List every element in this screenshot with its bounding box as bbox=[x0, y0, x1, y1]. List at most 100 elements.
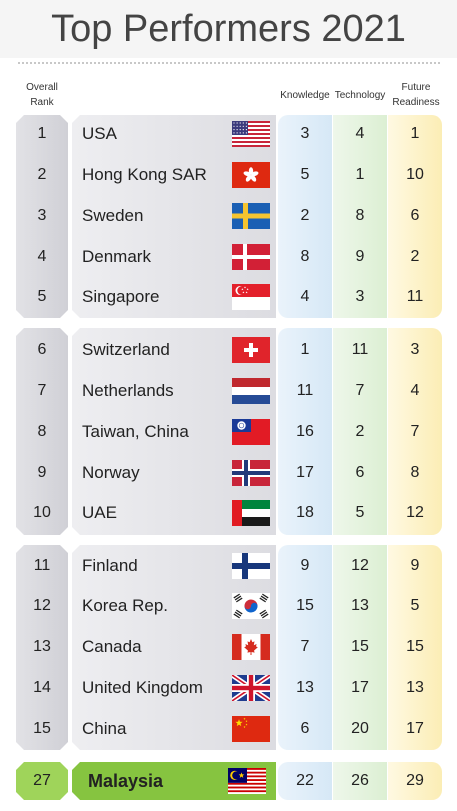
row-13-overall-rank: 13 bbox=[33, 638, 51, 655]
row-7-technology-rank: 7 bbox=[355, 382, 365, 399]
row-11-technology-rank: 12 bbox=[351, 557, 369, 574]
row-14-knowledge-rank: 13 bbox=[296, 679, 314, 696]
row-1-overall-rank: 1 bbox=[37, 125, 47, 142]
row-14-overall-rank: 14 bbox=[33, 679, 51, 696]
highlight-overall-rank: 27 bbox=[33, 772, 51, 789]
row-7-future-readiness-rank: 4 bbox=[410, 382, 420, 399]
highlight-technology-panel bbox=[333, 762, 387, 800]
row-10-country-name: UAE bbox=[82, 503, 117, 522]
finland-flag-icon bbox=[232, 553, 270, 579]
group-1-knowledge-column-panel bbox=[278, 115, 332, 318]
row-2-knowledge-rank: 5 bbox=[300, 166, 310, 183]
overall-rank-header: Overall Rank bbox=[16, 80, 68, 110]
row-4-future-readiness-rank: 2 bbox=[410, 248, 420, 265]
row-3-technology-rank: 8 bbox=[355, 207, 365, 224]
malaysia-flag-icon bbox=[228, 768, 266, 794]
hong-kong-flag-icon bbox=[232, 162, 270, 188]
row-15-knowledge-rank: 6 bbox=[300, 720, 310, 737]
row-13-future-readiness-rank: 15 bbox=[406, 638, 424, 655]
china-flag-icon bbox=[232, 716, 270, 742]
row-1-country-name: USA bbox=[82, 124, 117, 143]
row-4-technology-rank: 9 bbox=[355, 248, 365, 265]
highlight-future-readiness-panel bbox=[388, 762, 442, 800]
switzerland-flag-icon bbox=[232, 337, 270, 363]
row-8-knowledge-rank: 16 bbox=[296, 423, 314, 440]
row-2-country-name: Hong Kong SAR bbox=[82, 165, 207, 184]
row-1-technology-rank: 4 bbox=[355, 125, 365, 142]
row-5-future-readiness-rank: 11 bbox=[406, 288, 424, 305]
row-10-technology-rank: 5 bbox=[355, 504, 365, 521]
row-10-knowledge-rank: 18 bbox=[296, 504, 314, 521]
group-2-rank-column-panel bbox=[16, 328, 68, 535]
row-8-technology-rank: 2 bbox=[355, 423, 365, 440]
taiwan-flag-icon bbox=[232, 419, 270, 445]
group-1-rank-column-panel bbox=[16, 115, 68, 318]
row-7-knowledge-rank: 11 bbox=[296, 382, 314, 399]
row-4-country-name: Denmark bbox=[82, 247, 151, 266]
row-3-knowledge-rank: 2 bbox=[300, 207, 310, 224]
row-9-overall-rank: 9 bbox=[37, 464, 47, 481]
row-5-overall-rank: 5 bbox=[37, 288, 47, 305]
row-2-technology-rank: 1 bbox=[355, 166, 365, 183]
group-3-knowledge-column-panel bbox=[278, 545, 332, 750]
netherlands-flag-icon bbox=[232, 378, 270, 404]
uk-flag-icon bbox=[232, 675, 270, 701]
row-6-future-readiness-rank: 3 bbox=[410, 341, 420, 358]
row-15-country-name: China bbox=[82, 719, 127, 738]
row-14-country-name: United Kingdom bbox=[82, 678, 203, 697]
row-15-future-readiness-rank: 17 bbox=[406, 720, 424, 737]
overall-rank-header-line1: Overall bbox=[26, 82, 58, 93]
future-readiness-header-line1: Future bbox=[401, 82, 431, 93]
row-12-knowledge-rank: 15 bbox=[296, 597, 314, 614]
highlight-rank-panel bbox=[16, 762, 68, 800]
canada-flag-icon bbox=[232, 634, 270, 660]
row-15-technology-rank: 20 bbox=[351, 720, 369, 737]
row-9-future-readiness-rank: 8 bbox=[410, 464, 420, 481]
row-7-overall-rank: 7 bbox=[37, 382, 47, 399]
row-11-future-readiness-rank: 9 bbox=[410, 557, 420, 574]
row-6-country-name: Switzerland bbox=[82, 340, 170, 359]
row-11-knowledge-rank: 9 bbox=[300, 557, 310, 574]
row-13-technology-rank: 15 bbox=[351, 638, 369, 655]
overall-rank-header-line2: Rank bbox=[30, 97, 54, 108]
technology-header: Technology bbox=[334, 90, 386, 101]
highlight-knowledge-panel bbox=[278, 762, 332, 800]
future-readiness-header-line2: Readiness bbox=[392, 97, 440, 108]
row-3-country-name: Sweden bbox=[82, 206, 144, 225]
row-14-technology-rank: 17 bbox=[351, 679, 369, 696]
highlight-future-readiness-rank: 29 bbox=[406, 772, 424, 789]
group-2-future-readiness-column-panel bbox=[388, 328, 442, 535]
row-1-future-readiness-rank: 1 bbox=[410, 125, 420, 142]
row-3-overall-rank: 3 bbox=[37, 207, 47, 224]
knowledge-header: Knowledge bbox=[280, 90, 330, 101]
row-2-future-readiness-rank: 10 bbox=[406, 166, 424, 183]
norway-flag-icon bbox=[232, 460, 270, 486]
row-11-country-name: Finland bbox=[82, 556, 138, 575]
row-1-knowledge-rank: 3 bbox=[300, 125, 310, 142]
row-3-future-readiness-rank: 6 bbox=[410, 207, 420, 224]
korea-flag-icon bbox=[232, 593, 270, 619]
row-4-overall-rank: 4 bbox=[37, 248, 47, 265]
group-3-technology-column-panel bbox=[333, 545, 387, 750]
row-8-future-readiness-rank: 7 bbox=[410, 423, 420, 440]
highlight-knowledge-rank: 22 bbox=[296, 772, 314, 789]
row-4-knowledge-rank: 8 bbox=[300, 248, 310, 265]
row-13-knowledge-rank: 7 bbox=[300, 638, 310, 655]
row-8-country-name: Taiwan, China bbox=[82, 422, 189, 441]
row-5-knowledge-rank: 4 bbox=[300, 288, 310, 305]
group-1-technology-column-panel bbox=[333, 115, 387, 318]
group-3-rank-column-panel bbox=[16, 545, 68, 750]
row-12-country-name: Korea Rep. bbox=[82, 596, 168, 615]
uae-flag-icon bbox=[232, 500, 270, 526]
row-10-future-readiness-rank: 12 bbox=[406, 504, 424, 521]
row-6-overall-rank: 6 bbox=[37, 341, 47, 358]
row-6-technology-rank: 11 bbox=[351, 341, 369, 358]
singapore-flag-icon bbox=[232, 284, 270, 310]
row-2-overall-rank: 2 bbox=[37, 166, 47, 183]
highlight-country-name: Malaysia bbox=[88, 771, 164, 791]
row-15-overall-rank: 15 bbox=[33, 720, 51, 737]
denmark-flag-icon bbox=[232, 244, 270, 270]
group-1-future-readiness-column-panel bbox=[388, 115, 442, 318]
usa-flag-icon bbox=[232, 121, 270, 147]
row-9-country-name: Norway bbox=[82, 463, 140, 482]
